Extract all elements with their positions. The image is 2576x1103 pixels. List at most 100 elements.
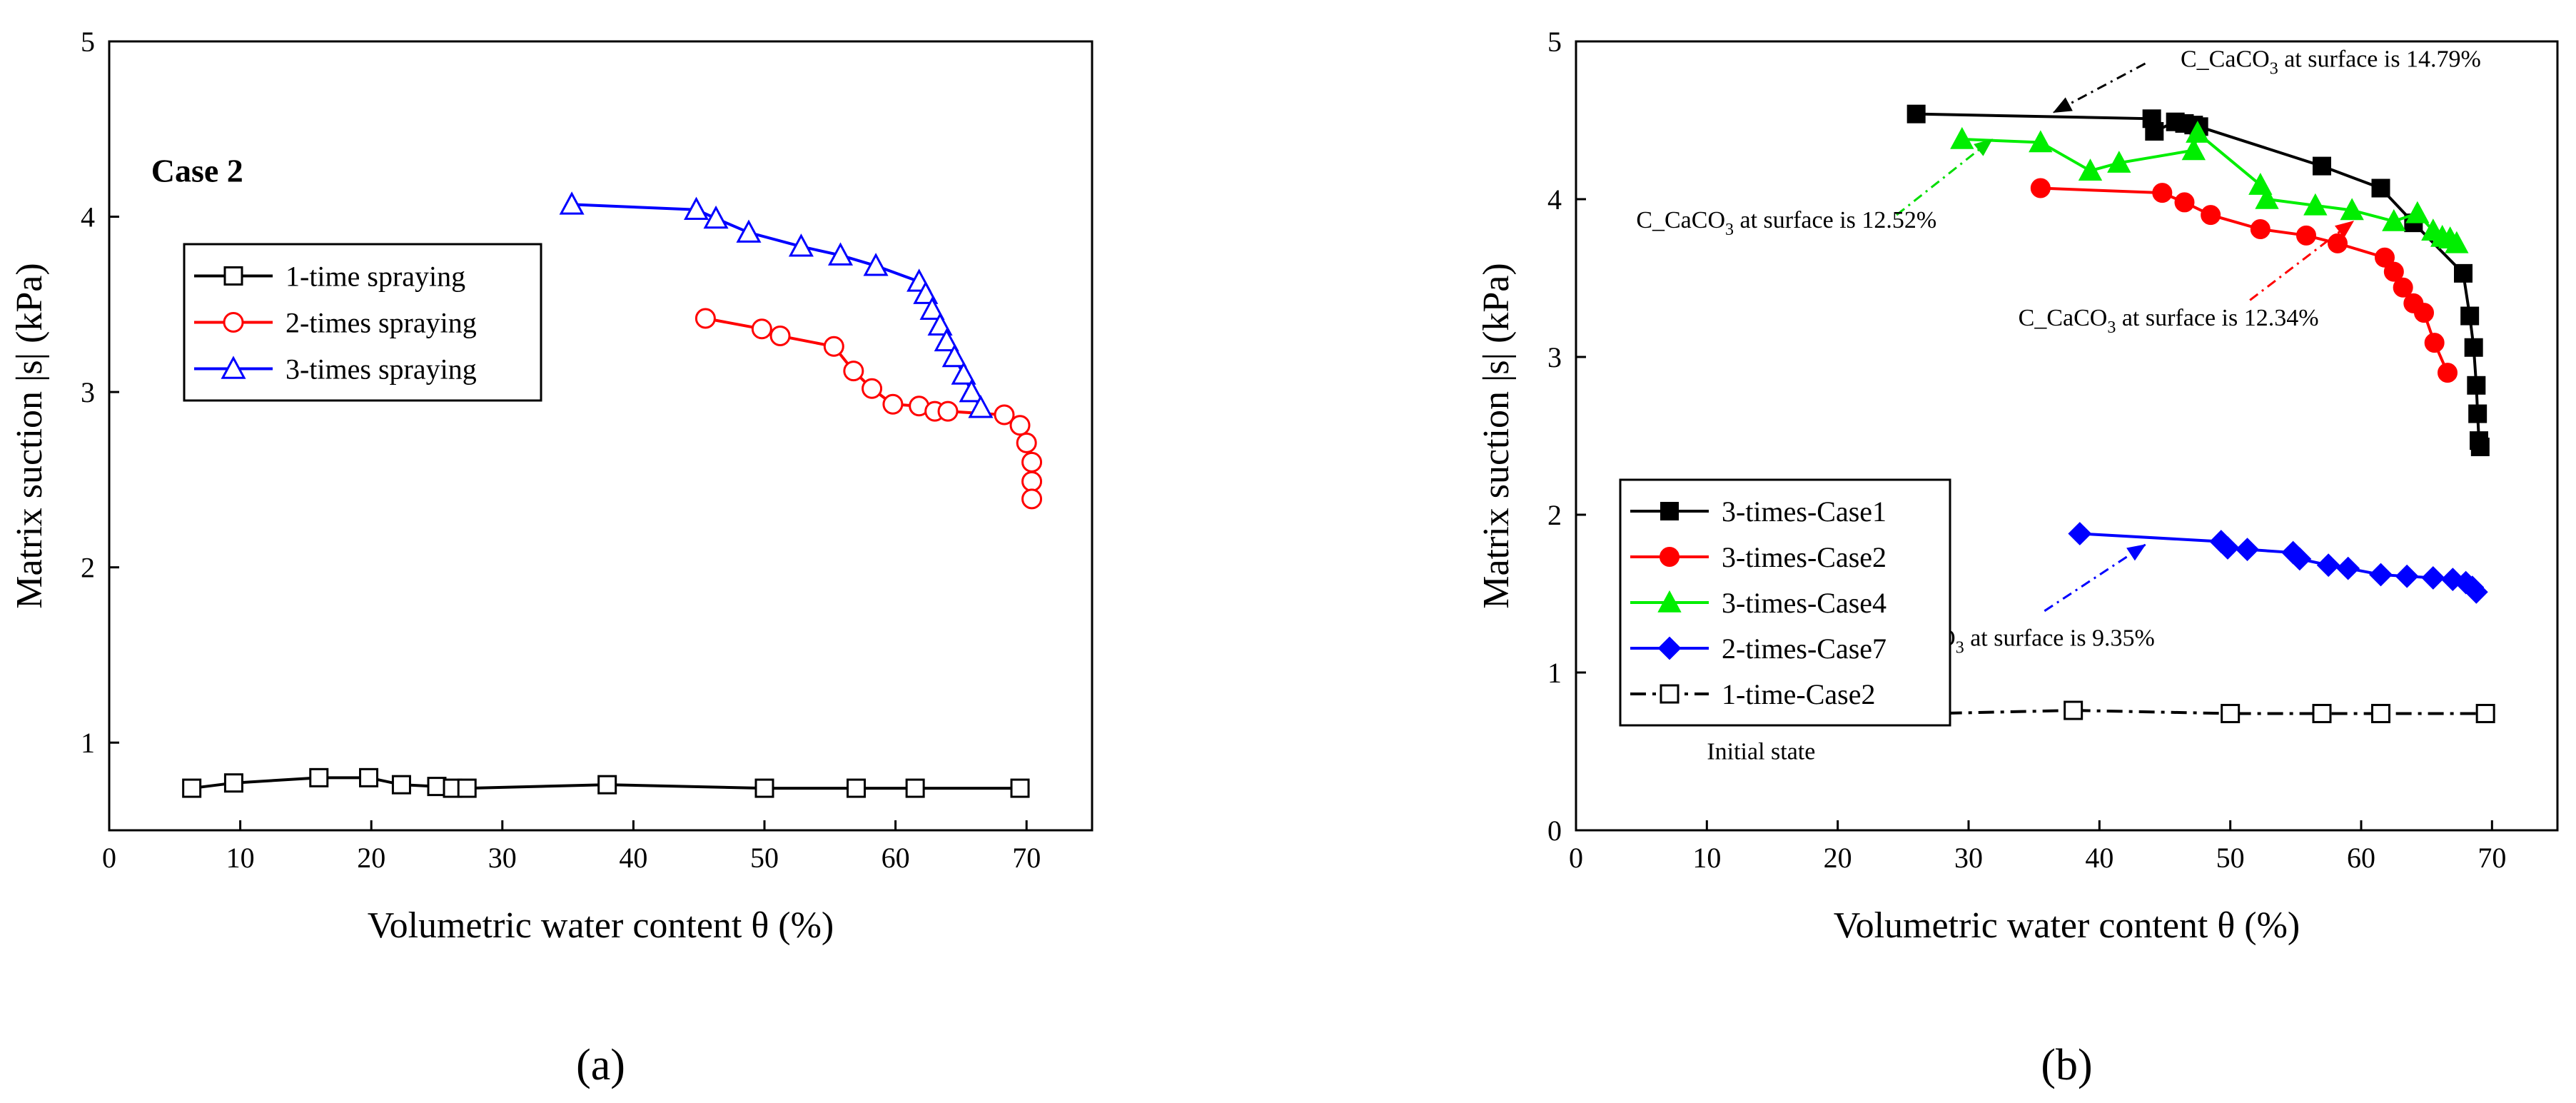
annotation-text: C_CaCO3 at surface is 12.52% — [1636, 207, 1936, 239]
data-point — [2464, 338, 2483, 357]
series-3-times-spraying — [559, 191, 994, 418]
annotation-subscript: 3 — [2107, 318, 2116, 337]
x-axis-label: Volumetric water content θ (%) — [368, 905, 834, 946]
x-tick-label: 50 — [750, 842, 779, 874]
data-point — [941, 343, 967, 368]
data-point — [182, 778, 202, 798]
data-point — [2255, 186, 2279, 209]
chart-panel-b: 0 10 20 30 40 50 60 70 0 1 2 3 4 5 Volumetric water co… — [1476, 26, 2559, 1089]
x-tick-label: 50 — [2216, 842, 2245, 874]
data-point — [309, 767, 329, 787]
x-tick-label: 10 — [226, 842, 255, 874]
legend-marker — [221, 356, 246, 379]
legend-entry: 1-time spraying — [286, 261, 465, 293]
data-point — [457, 778, 477, 798]
data-point — [559, 191, 585, 215]
annotation-suffix: at surface is 12.34% — [2116, 305, 2318, 331]
x-tick-label: 70 — [1012, 842, 1041, 874]
data-point — [927, 312, 953, 336]
y-tick-label: 3 — [1547, 341, 1562, 373]
data-point — [882, 393, 904, 415]
plot-frame — [1575, 40, 2559, 832]
data-point — [2068, 522, 2092, 545]
data-point — [2438, 363, 2458, 383]
legend-entry: 3-times-Case4 — [1722, 587, 1886, 619]
legend-entry: 3-times-Case1 — [1722, 495, 1886, 528]
data-point — [2250, 218, 2271, 239]
y-axis-label: Matrix suction |s| (kPa) — [1476, 263, 1517, 608]
annotation-prefix: Initial state — [1707, 739, 1815, 765]
data-point — [684, 196, 709, 220]
data-point — [913, 281, 939, 304]
data-point — [2303, 193, 2328, 216]
data-point — [2236, 538, 2259, 562]
annotation-text: Initial state — [1707, 739, 1815, 765]
annotation: C_CaCO3 at surface is 12.52% — [1636, 138, 1994, 239]
annotation: Initial state — [1707, 739, 1815, 765]
legend-entry: 3-times-Case2 — [1722, 541, 1886, 573]
annotation-subscript: 3 — [1956, 638, 1964, 657]
data-point — [2383, 261, 2404, 282]
data-point — [2174, 192, 2195, 213]
data-point — [2030, 178, 2051, 198]
x-tick-label: 0 — [102, 842, 116, 874]
data-point — [2221, 703, 2241, 723]
data-point — [2313, 156, 2331, 176]
legend-marker — [1660, 684, 1680, 704]
y-tick-label: 5 — [81, 26, 95, 58]
annotation: C_CaCO3 at surface is 12.34% — [2019, 220, 2355, 337]
data-point — [2475, 703, 2495, 723]
y-tick-label: 1 — [81, 727, 95, 759]
chart-panel-a: 0 10 20 30 40 50 60 70 1 2 3 4 5 Volumetric water con… — [9, 26, 1093, 1089]
annotation-prefix: C_CaCO — [2019, 305, 2108, 331]
plot-frame — [108, 40, 1093, 832]
annotation-subscript: 3 — [1725, 221, 1734, 239]
data-point — [937, 401, 959, 422]
annotation-arrowhead — [2335, 221, 2355, 238]
x-axis-label: Volumetric water content θ (%) — [1834, 905, 2300, 946]
data-point — [2468, 404, 2487, 423]
data-point — [2467, 376, 2486, 395]
data-point — [2371, 703, 2390, 723]
data-point — [1950, 126, 1974, 149]
data-point — [2470, 437, 2490, 456]
x-tick-label: 30 — [488, 842, 517, 874]
x-tick-label: 20 — [357, 842, 385, 874]
annotation-subscript: 3 — [2270, 59, 2278, 78]
x-tick-label: 60 — [882, 842, 910, 874]
legend-marker — [1660, 502, 1679, 520]
x-tick-label: 20 — [1824, 842, 1852, 874]
annotation-text: C_CaCO3 at surface is 12.34% — [2019, 305, 2319, 337]
data-point — [391, 775, 411, 795]
annotation-arrowhead — [2126, 544, 2146, 561]
data-point — [2029, 130, 2053, 153]
data-point — [2464, 580, 2488, 604]
data-point — [2181, 138, 2206, 161]
data-point — [968, 395, 994, 418]
data-point — [1021, 470, 1043, 492]
data-point — [2078, 158, 2103, 181]
data-point — [1021, 488, 1043, 510]
y-tick-label: 2 — [81, 552, 95, 584]
data-point — [694, 308, 716, 329]
data-point — [2201, 205, 2221, 226]
legend-marker — [1660, 547, 1680, 567]
data-point — [934, 328, 959, 352]
data-point — [827, 242, 854, 266]
data-point — [359, 767, 379, 787]
x-tick-label: 0 — [1569, 842, 1583, 874]
data-point — [703, 205, 729, 229]
legend-marker — [1657, 636, 1682, 660]
legend-entry: 1-time-Case2 — [1722, 678, 1876, 710]
legend: 3-times-Case1 3-times-Case2 3-times-Case4 2… — [1619, 478, 1951, 727]
data-point — [2405, 201, 2430, 223]
series-line — [2079, 532, 2477, 593]
legend-marker — [223, 312, 244, 333]
data-point — [754, 778, 774, 798]
x-tick-label: 70 — [2477, 842, 2506, 874]
data-point — [2460, 306, 2480, 326]
y-tick-label: 4 — [1547, 183, 1562, 216]
data-point — [2312, 703, 2332, 723]
data-point — [959, 378, 984, 403]
data-point — [2340, 198, 2364, 221]
